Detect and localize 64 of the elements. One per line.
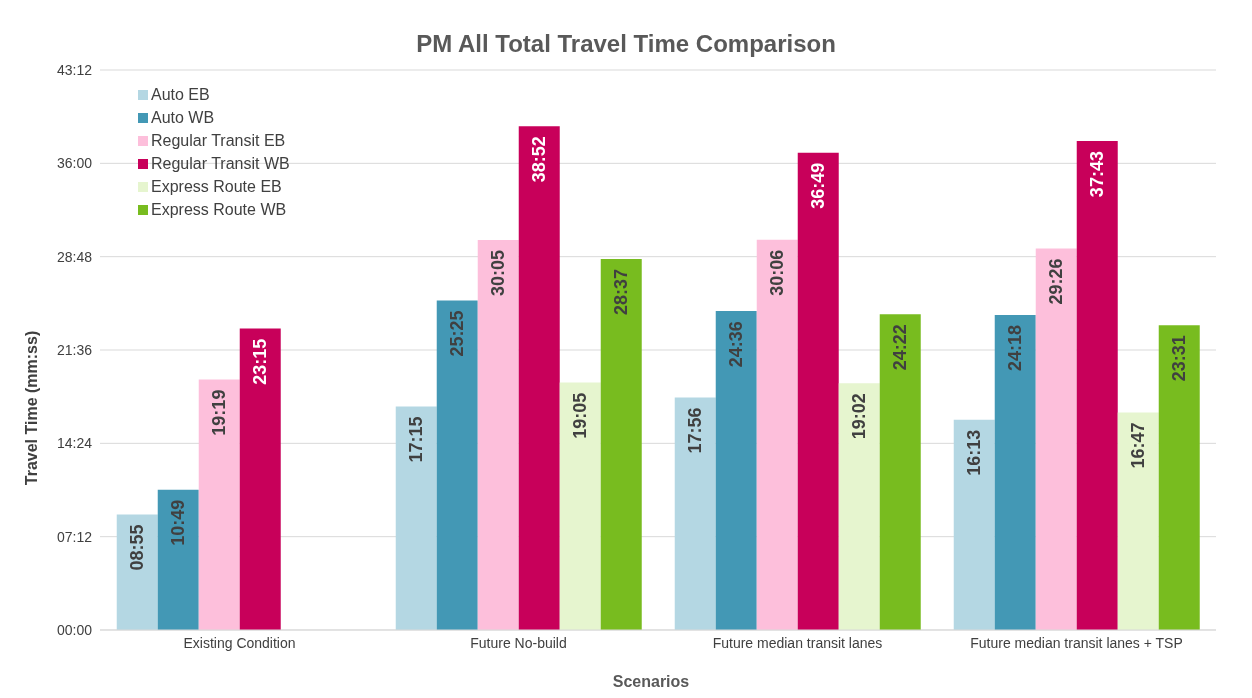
y-tick-label: 36:00 <box>56 155 93 172</box>
data-label: 37:43 <box>1087 151 1108 198</box>
bar <box>797 152 839 630</box>
y-tick-label: 07:12 <box>56 528 93 545</box>
data-label: 08:55 <box>127 524 148 571</box>
data-label: 38:52 <box>529 136 550 183</box>
bar <box>395 406 437 630</box>
legend-label: Regular Transit EB <box>151 130 286 151</box>
bar <box>1076 141 1118 630</box>
chart-title: PM All Total Travel Time Comparison <box>415 30 837 58</box>
x-tick-label: Future median transit lanes <box>712 634 883 651</box>
data-label: 17:56 <box>685 407 706 454</box>
bar <box>953 419 995 630</box>
y-tick-label: 43:12 <box>56 61 93 78</box>
bar <box>838 383 880 630</box>
legend-label: Auto EB <box>151 84 210 105</box>
bar <box>116 514 158 630</box>
data-label: 30:06 <box>767 249 788 296</box>
legend-label: Express Route WB <box>151 199 287 220</box>
bar <box>559 382 601 630</box>
bar <box>1117 412 1159 630</box>
data-label: 10:49 <box>168 499 189 546</box>
bar <box>477 240 519 630</box>
data-label: 36:49 <box>808 162 829 209</box>
y-tick-label: 21:36 <box>56 341 93 358</box>
y-axis-title: Travel Time (mm:ss) <box>23 330 41 486</box>
data-label: 29:26 <box>1046 258 1067 305</box>
data-label: 19:19 <box>209 389 230 436</box>
y-tick-label: 00:00 <box>56 621 93 638</box>
bar <box>198 379 240 630</box>
bar <box>674 397 716 630</box>
data-label: 16:13 <box>964 429 985 476</box>
bar <box>157 489 199 630</box>
data-label: 23:15 <box>250 338 271 385</box>
data-label: 19:02 <box>849 393 870 440</box>
data-label: 24:18 <box>1005 325 1026 372</box>
data-label: 19:05 <box>570 392 591 439</box>
x-axis-title: Scenarios <box>611 673 691 691</box>
data-label: 24:36 <box>726 321 747 368</box>
bar <box>756 239 798 630</box>
data-label: 30:05 <box>488 250 509 297</box>
y-tick-label: 28:48 <box>56 248 93 265</box>
bar <box>1158 325 1200 630</box>
data-label: 24:22 <box>890 324 911 371</box>
legend-label: Express Route EB <box>151 176 282 197</box>
bar <box>518 126 560 630</box>
x-tick-label: Future No-build <box>470 634 567 651</box>
bar <box>436 300 478 630</box>
data-label: 28:37 <box>611 269 632 316</box>
bar <box>715 311 757 630</box>
legend-label: Regular Transit WB <box>151 153 290 174</box>
bar <box>1035 248 1077 630</box>
data-label: 16:47 <box>1128 422 1149 469</box>
bar <box>994 315 1036 630</box>
x-tick-label: Future median transit lanes + TSP <box>970 634 1183 651</box>
data-label: 17:15 <box>406 416 427 463</box>
bar <box>239 328 281 630</box>
bar <box>879 314 921 630</box>
x-tick-label: Existing Condition <box>183 634 296 651</box>
y-tick-label: 14:24 <box>56 435 93 452</box>
legend-label: Auto WB <box>151 107 215 128</box>
data-label: 25:25 <box>447 310 468 357</box>
data-label: 23:31 <box>1169 335 1190 382</box>
bar <box>600 259 642 630</box>
